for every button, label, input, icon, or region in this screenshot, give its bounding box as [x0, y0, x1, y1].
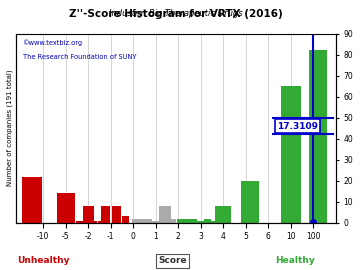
Bar — [241, 181, 259, 223]
Bar — [98, 221, 103, 223]
Text: The Research Foundation of SUNY: The Research Foundation of SUNY — [23, 55, 136, 60]
Bar — [139, 218, 145, 223]
Bar — [215, 206, 231, 223]
Bar — [197, 221, 204, 223]
Bar — [184, 218, 190, 223]
Bar — [211, 221, 217, 223]
Bar — [169, 218, 176, 223]
Text: Score: Score — [158, 256, 187, 265]
Bar — [100, 206, 109, 223]
Bar — [190, 218, 197, 223]
Text: Healthy: Healthy — [275, 256, 315, 265]
Text: 17.3109: 17.3109 — [277, 122, 318, 131]
Bar — [91, 221, 96, 223]
Bar — [309, 50, 327, 223]
Bar — [82, 206, 94, 223]
Text: Industry: Bio Therapeutic Drugs: Industry: Bio Therapeutic Drugs — [109, 9, 243, 18]
Bar — [280, 86, 301, 223]
Bar — [122, 217, 129, 223]
Bar — [158, 206, 171, 223]
Bar — [132, 218, 139, 223]
Bar — [76, 221, 82, 223]
Bar — [22, 177, 42, 223]
Bar — [57, 193, 75, 223]
Bar — [152, 221, 159, 223]
Bar — [112, 206, 121, 223]
Text: Unhealthy: Unhealthy — [17, 256, 69, 265]
Text: ©www.textbiz.org: ©www.textbiz.org — [23, 39, 83, 46]
Bar — [204, 218, 211, 223]
Title: Z''-Score Histogram for VRTX (2016): Z''-Score Histogram for VRTX (2016) — [69, 9, 283, 19]
Y-axis label: Number of companies (191 total): Number of companies (191 total) — [7, 70, 13, 187]
Bar — [177, 218, 184, 223]
Bar — [145, 218, 152, 223]
